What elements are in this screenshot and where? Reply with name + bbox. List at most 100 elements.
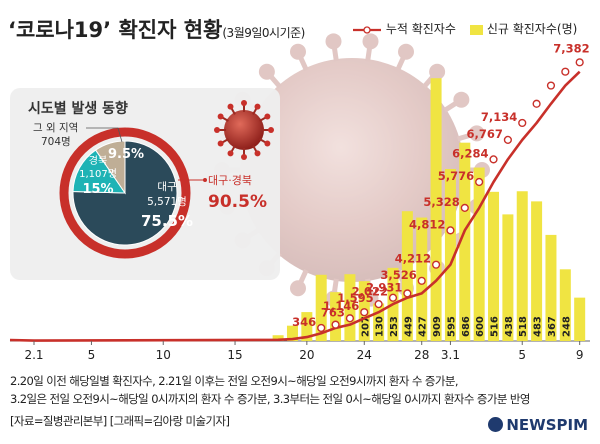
pie-slice-2 (94, 140, 126, 195)
legend-cumulative: 누적 확진자수 (352, 20, 456, 37)
cumulative-label-6: 3,526 (380, 268, 416, 282)
note-line-1: 2.20일 이전 해당일별 확진자수, 2.21일 이후는 전일 오전9시~해당… (10, 374, 459, 388)
bar-label-day-26: 253 (389, 316, 400, 337)
cumulative-label-8: 4,812 (409, 217, 445, 231)
pie-label-daegu-name: 대구 (157, 181, 177, 193)
bar-day-30 (444, 168, 456, 341)
globe-icon (488, 417, 504, 432)
legend-new-label: 신규 확진자수(명) (486, 22, 578, 36)
bar-day-33 (488, 191, 500, 341)
x-tick-label-30: 3.1 (441, 348, 460, 362)
x-tick-label-39: 9 (576, 348, 584, 362)
bar-day-27 (401, 211, 413, 341)
inset-title: 시도별 발생 동향 (28, 100, 128, 117)
bar-day-31 (459, 142, 471, 341)
legend-bar-swatch (470, 24, 483, 35)
x-tick-label-20: 20 (299, 348, 314, 362)
virus-icon (214, 100, 274, 160)
cumulative-point-day-23 (345, 314, 355, 323)
pie-label-other-name: 그 외 지역 (33, 122, 78, 134)
brand-text: NEWSPIM (506, 416, 588, 434)
x-tick-label-35: 5 (518, 348, 526, 362)
cumulative-label-2: 1,146 (323, 299, 359, 313)
bar-day-36 (531, 201, 543, 341)
x-tick-label-1: 2.1 (24, 348, 43, 362)
cumulative-point-day-36 (532, 99, 541, 108)
bar-day-37 (545, 234, 557, 341)
title-text: ‘코로나19’ 확진자 현황 (8, 18, 223, 42)
bar-label-day-31: 686 (461, 316, 472, 337)
cumulative-point-day-25 (374, 300, 383, 309)
cumulative-label-13: 7,134 (481, 110, 517, 124)
bar-label-day-33: 516 (490, 316, 501, 337)
bar-label-day-38: 248 (561, 316, 572, 337)
pie-label-daegu-pct: 75.5% (141, 212, 193, 230)
bar-label-day-24: 207 (360, 316, 371, 337)
cumulative-point-day-32 (475, 177, 484, 187)
cumulative-point-day-29 (431, 260, 441, 269)
cumulative-point-day-26 (388, 293, 398, 302)
legend-cumulative-label: 누적 확진자수 (385, 22, 456, 36)
bar-day-38 (559, 269, 571, 341)
bar-day-22 (330, 292, 342, 341)
bar-label-day-30: 595 (446, 316, 457, 337)
x-tick-label-28: 28 (414, 348, 429, 362)
cumulative-point-day-37 (546, 81, 556, 90)
bar-label-day-35: 518 (518, 316, 529, 337)
x-tick-label-15: 15 (227, 348, 242, 362)
bar-label-day-28: 427 (418, 316, 429, 337)
cumulative-label-4: 2,022 (352, 285, 388, 299)
bar-day-18 (272, 335, 284, 341)
cumulative-point-day-33 (489, 155, 498, 164)
cumulative-label-1: 763 (321, 305, 345, 319)
pie-label-other-value: 704명 (41, 136, 71, 148)
cumulative-point-day-27 (403, 289, 412, 298)
bar-day-32 (473, 167, 485, 341)
cumulative-label-9: 5,328 (423, 195, 459, 209)
bar-day-25 (373, 303, 385, 341)
bar-day-21 (315, 274, 327, 341)
ring-pct: 90.5% (208, 192, 267, 212)
cumulative-label-3: 1,595 (337, 291, 373, 305)
cumulative-label-14: 7,382 (553, 41, 589, 55)
cumulative-label-12: 6,767 (466, 127, 502, 141)
cumulative-point-day-28 (417, 276, 426, 285)
bar-label-day-36: 483 (533, 316, 544, 337)
bar-day-35 (516, 191, 528, 341)
x-tick-label-24: 24 (357, 348, 372, 362)
x-tick-label-10: 10 (156, 348, 171, 362)
pie-label-gyeongbuk-pct: 15% (82, 182, 113, 197)
cumulative-point-day-21 (317, 323, 326, 333)
pie-slice-1 (72, 149, 126, 194)
cumulative-point-day-22 (331, 320, 340, 329)
legend-new: 신규 확진자수(명) (470, 20, 577, 37)
cumulative-point-day-39 (575, 58, 584, 67)
bar-label-day-25: 130 (375, 316, 386, 337)
note-line-2: 3.2일은 전일 오전9시~해당일 0시까지의 환자 수 증가분, 3.3부터는… (10, 392, 530, 406)
cumulative-point-day-31 (460, 203, 469, 212)
pie-label-gyeongbuk-name: 경북 (89, 154, 107, 167)
legend-line-swatch (353, 25, 381, 34)
bar-day-39 (574, 297, 586, 341)
cumulative-point-day-35 (518, 118, 527, 128)
bar-label-day-34: 438 (504, 316, 515, 337)
cumulative-label-10: 5,776 (438, 169, 474, 183)
pie-label-other-pct: 9.5% (108, 147, 144, 162)
pie-label-gyeongbuk-value: 1,107명 (79, 168, 117, 180)
bar-label-day-29: 909 (432, 316, 443, 337)
title-subtitle: (3월9일0시기준) (222, 26, 305, 40)
bar-label-day-32: 600 (475, 316, 486, 337)
cumulative-label-11: 6,284 (452, 146, 488, 160)
cumulative-line (9, 70, 581, 342)
chart-title: ‘코로나19’ 확진자 현황(3월9일0시기준) (8, 14, 305, 44)
cumulative-label-5: 2,931 (366, 280, 402, 294)
bar-label-day-37: 367 (547, 316, 558, 337)
bar-day-19 (286, 325, 298, 341)
cumulative-label-7: 4,212 (395, 252, 431, 266)
cumulative-label-0: 346 (292, 315, 316, 329)
bar-label-day-27: 449 (403, 316, 414, 337)
cumulative-point-day-34 (503, 135, 512, 144)
ring-label: 대구·경북 (208, 174, 252, 187)
bar-day-29 (430, 78, 442, 341)
